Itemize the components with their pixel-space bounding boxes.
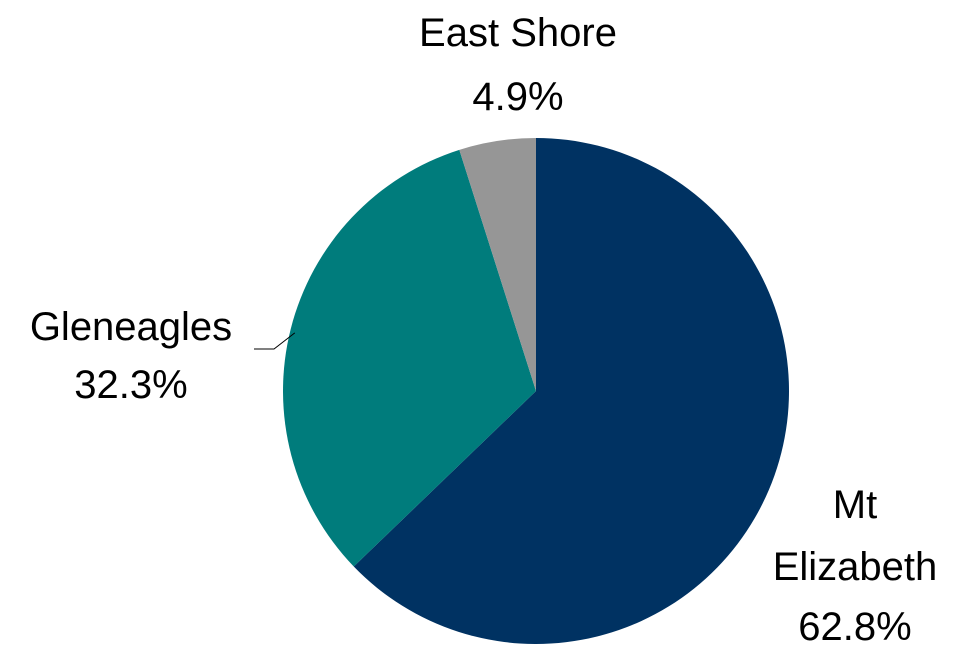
- slice-name-label: Mt: [833, 483, 877, 527]
- slice-value-label: 62.8%: [798, 605, 911, 647]
- slice-name-label: Elizabeth: [773, 545, 938, 589]
- leader-line-gleneagles: [254, 332, 296, 350]
- label-gleneagles: Gleneagles 32.3%: [30, 305, 232, 407]
- label-east-shore: East Shore 4.9%: [419, 11, 617, 119]
- pie-slice-mt-elizabeth: [353, 138, 790, 644]
- pie-slices: [283, 138, 790, 644]
- pie-slice-east-shore: [459, 138, 536, 391]
- slice-value-label: 32.3%: [74, 363, 187, 407]
- leader-lines: [254, 332, 296, 350]
- slice-name-label: East Shore: [419, 11, 617, 55]
- pie-slice-gleneagles: [283, 149, 536, 567]
- slice-name-label: Gleneagles: [30, 305, 232, 349]
- label-mt-elizabeth: Mt Elizabeth 62.8%: [773, 483, 938, 647]
- slice-value-label: 4.9%: [472, 75, 563, 119]
